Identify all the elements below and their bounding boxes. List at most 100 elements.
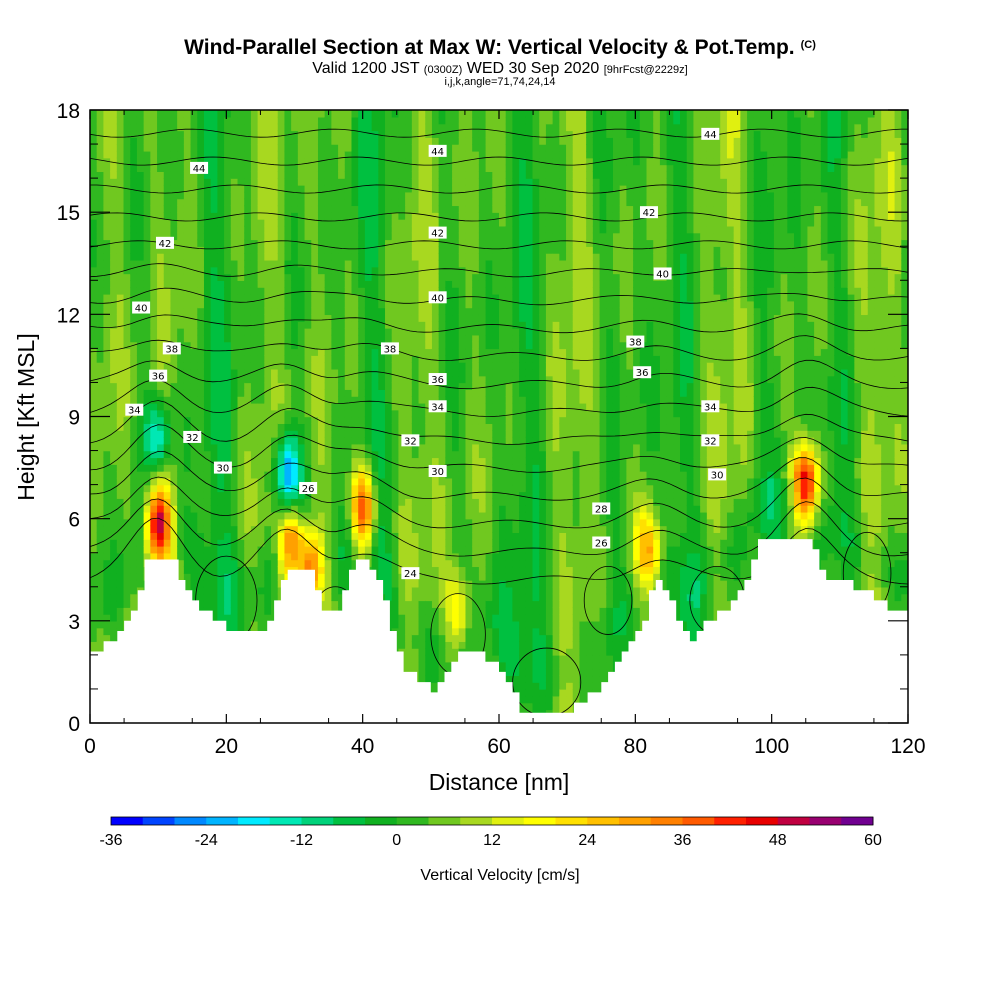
velocity-cell bbox=[130, 171, 138, 179]
velocity-cell bbox=[96, 327, 105, 336]
velocity-cell bbox=[157, 184, 165, 193]
velocity-cell bbox=[90, 314, 98, 322]
velocity-cell bbox=[264, 614, 272, 622]
velocity-cell bbox=[311, 416, 319, 425]
velocity-cell bbox=[344, 137, 353, 145]
velocity-cell bbox=[291, 532, 299, 540]
velocity-cell bbox=[190, 389, 198, 397]
velocity-cell bbox=[351, 477, 359, 486]
velocity-cell bbox=[264, 239, 272, 247]
velocity-cell bbox=[338, 552, 346, 561]
velocity-cell bbox=[183, 116, 192, 125]
velocity-cell bbox=[244, 436, 252, 445]
velocity-cell bbox=[391, 464, 400, 472]
velocity-cell bbox=[237, 327, 245, 336]
velocity-cell bbox=[217, 477, 225, 486]
velocity-cell bbox=[425, 314, 433, 322]
velocity-cell bbox=[331, 396, 339, 404]
velocity-cell bbox=[311, 280, 319, 288]
velocity-cell bbox=[411, 259, 420, 268]
velocity-cell bbox=[203, 334, 212, 343]
velocity-cell bbox=[378, 423, 386, 431]
velocity-cell bbox=[163, 287, 172, 295]
velocity-cell bbox=[418, 648, 426, 656]
velocity-cell bbox=[311, 532, 319, 540]
velocity-cell bbox=[284, 532, 292, 540]
velocity-cell bbox=[405, 116, 413, 125]
velocity-cell bbox=[452, 334, 460, 343]
velocity-cell bbox=[425, 273, 433, 281]
velocity-cell bbox=[452, 477, 460, 486]
velocity-cell bbox=[297, 491, 306, 499]
velocity-cell bbox=[344, 498, 353, 506]
velocity-cell bbox=[103, 416, 111, 425]
velocity-cell bbox=[244, 559, 252, 568]
velocity-cell bbox=[378, 436, 386, 445]
velocity-cell bbox=[257, 620, 266, 629]
velocity-cell bbox=[237, 123, 245, 132]
velocity-cell bbox=[391, 314, 400, 322]
velocity-cell bbox=[257, 334, 266, 343]
velocity-cell bbox=[244, 600, 252, 608]
velocity-cell bbox=[445, 470, 453, 479]
velocity-cell bbox=[90, 164, 98, 172]
velocity-cell bbox=[130, 355, 138, 363]
velocity-cell bbox=[331, 110, 339, 118]
velocity-cell bbox=[364, 334, 373, 343]
velocity-cell bbox=[237, 239, 245, 247]
velocity-cell bbox=[351, 368, 359, 377]
velocity-cell bbox=[398, 368, 406, 377]
velocity-cell bbox=[431, 505, 440, 513]
velocity-cell bbox=[271, 355, 279, 363]
velocity-cell bbox=[418, 171, 426, 179]
velocity-cell bbox=[250, 559, 259, 568]
velocity-cell bbox=[157, 477, 165, 486]
velocity-cell bbox=[338, 116, 346, 125]
velocity-cell bbox=[331, 293, 339, 302]
velocity-cell bbox=[250, 130, 259, 138]
velocity-cell bbox=[264, 280, 272, 288]
velocity-cell bbox=[170, 532, 178, 540]
velocity-cell bbox=[157, 436, 165, 445]
velocity-cell bbox=[250, 157, 259, 166]
velocity-cell bbox=[150, 253, 158, 261]
velocity-cell bbox=[116, 293, 125, 302]
velocity-cell bbox=[230, 239, 239, 247]
velocity-cell bbox=[130, 110, 138, 118]
velocity-cell bbox=[183, 341, 192, 350]
velocity-cell bbox=[150, 157, 158, 166]
velocity-cell bbox=[405, 389, 413, 397]
velocity-cell bbox=[445, 232, 453, 241]
velocity-cell bbox=[90, 327, 98, 336]
velocity-cell bbox=[96, 457, 105, 465]
velocity-cell bbox=[136, 389, 145, 397]
valid-time-line: Valid 1200 JST (0300Z) WED 30 Sep 2020 [… bbox=[0, 60, 1000, 78]
velocity-cell bbox=[364, 225, 373, 234]
velocity-cell bbox=[210, 382, 219, 390]
velocity-cell bbox=[244, 144, 252, 152]
velocity-cell bbox=[257, 573, 266, 581]
velocity-cell bbox=[244, 184, 252, 193]
velocity-cell bbox=[190, 273, 198, 281]
velocity-cell bbox=[244, 511, 252, 520]
velocity-cell bbox=[405, 164, 413, 172]
velocity-cell bbox=[411, 423, 420, 431]
velocity-cell bbox=[190, 314, 198, 322]
velocity-cell bbox=[351, 348, 359, 356]
velocity-cell bbox=[237, 505, 245, 513]
velocity-cell bbox=[284, 416, 292, 425]
velocity-cell bbox=[425, 123, 433, 132]
velocity-cell bbox=[264, 232, 272, 241]
velocity-cell bbox=[398, 341, 406, 350]
velocity-cell bbox=[344, 280, 353, 288]
velocity-cell bbox=[338, 505, 346, 513]
velocity-cell bbox=[344, 307, 353, 316]
velocity-cell bbox=[90, 573, 98, 581]
velocity-cell bbox=[136, 430, 145, 438]
velocity-cell bbox=[291, 157, 299, 166]
velocity-cell bbox=[177, 205, 185, 213]
velocity-cell bbox=[458, 470, 467, 479]
velocity-cell bbox=[391, 130, 400, 138]
velocity-cell bbox=[378, 545, 386, 554]
velocity-cell bbox=[311, 273, 319, 281]
